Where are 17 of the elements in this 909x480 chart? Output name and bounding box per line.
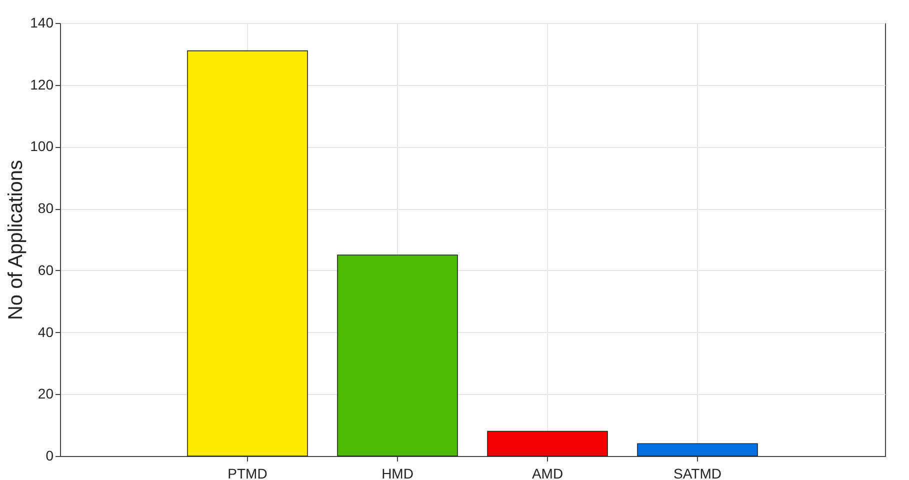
x-tick-label: PTMD xyxy=(228,466,268,480)
y-tick-label: 60 xyxy=(38,262,54,278)
y-tick-label: 120 xyxy=(30,76,54,92)
bar xyxy=(487,430,608,456)
y-tick-label: 20 xyxy=(38,386,54,402)
y-tick-label: 80 xyxy=(38,200,54,216)
bar xyxy=(637,443,758,456)
bar xyxy=(337,254,458,456)
y-tick-label: 0 xyxy=(46,448,54,464)
y-axis-title: No of Applications xyxy=(5,160,28,320)
y-tick-label: 40 xyxy=(38,324,54,340)
y-tick-label: 100 xyxy=(30,138,54,154)
y-tick-label: 140 xyxy=(30,14,54,30)
bar xyxy=(187,50,308,456)
x-tick-label: HMD xyxy=(382,466,414,480)
x-tick-label: SATMD xyxy=(674,466,722,480)
x-tick-label: AMD xyxy=(532,466,564,480)
